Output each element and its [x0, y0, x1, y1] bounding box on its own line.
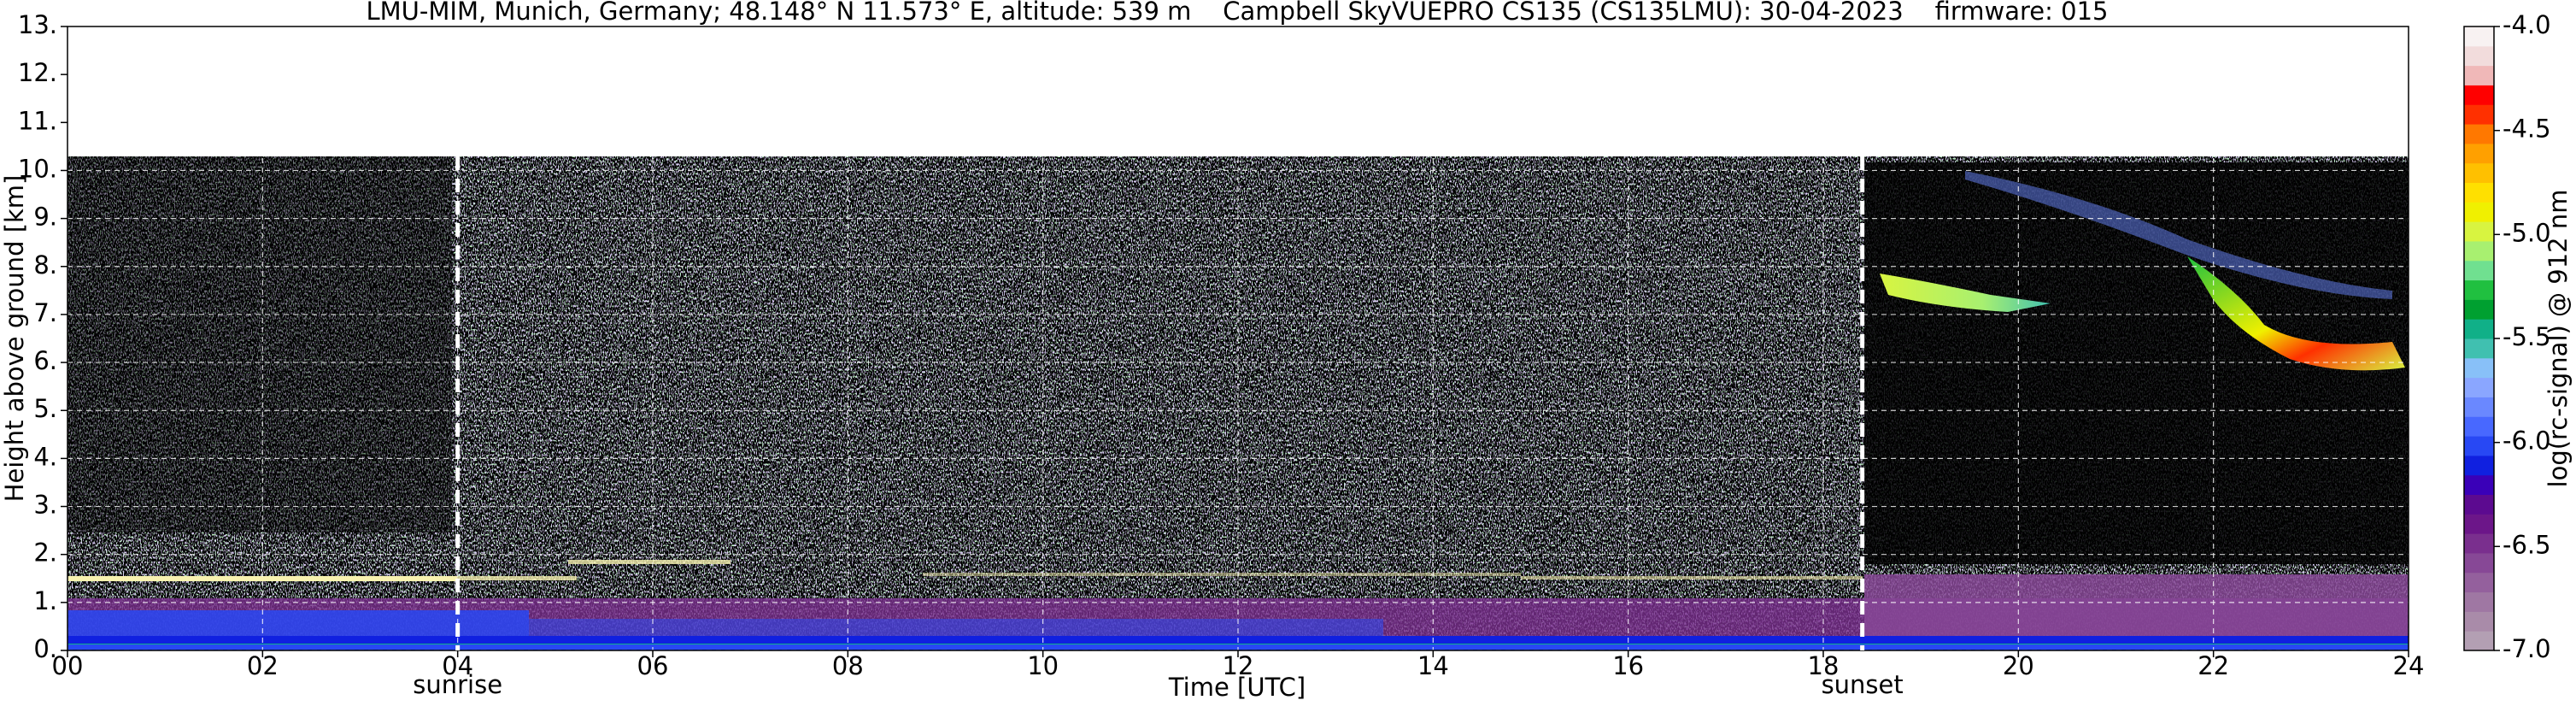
- colorbar-segment: [2464, 65, 2494, 85]
- x-tick-label: 12: [1223, 651, 1254, 680]
- colorbar-segment: [2464, 416, 2494, 437]
- x-tick-label: 22: [2198, 651, 2229, 680]
- colorbar-segment: [2464, 124, 2494, 144]
- x-tick-label: 06: [637, 651, 669, 680]
- x-tick-label: 24: [2393, 651, 2425, 680]
- colorbar-segment: [2464, 143, 2494, 164]
- y-tick-label: 12.: [18, 58, 57, 87]
- colorbar-segment: [2464, 104, 2494, 125]
- y-tick-label: 7.: [33, 298, 57, 327]
- colorbar-segment: [2464, 221, 2494, 242]
- colorbar-segment: [2464, 611, 2494, 632]
- y-tick-label: 3.: [33, 491, 57, 520]
- colorbar-segment: [2464, 162, 2494, 183]
- y-tick-label: 13.: [18, 10, 57, 39]
- colorbar-segment: [2464, 631, 2494, 651]
- colorbar-segment: [2464, 474, 2494, 495]
- y-tick-label: 10.: [18, 154, 57, 183]
- y-tick-label: 0.: [33, 634, 57, 663]
- colorbar-segment: [2464, 26, 2494, 47]
- colorbar-segment: [2464, 533, 2494, 554]
- colorbar-tick-label: -6.5: [2503, 530, 2551, 559]
- y-tick-label: 8.: [33, 250, 57, 279]
- y-tick-label: 4.: [33, 442, 57, 471]
- colorbar-segment: [2464, 552, 2494, 574]
- x-tick-label: 02: [247, 651, 279, 680]
- colorbar-segment: [2464, 338, 2494, 359]
- colorbar-segment: [2464, 319, 2494, 339]
- colorbar-segment: [2464, 202, 2494, 222]
- x-axis-label: Time [UTC]: [1168, 673, 1306, 702]
- colorbar-tick-label: -5.0: [2503, 218, 2551, 247]
- colorbar-segment: [2464, 572, 2494, 593]
- x-tick-label: 14: [1417, 651, 1449, 680]
- colorbar-segment: [2464, 397, 2494, 417]
- colorbar-tick-label: -4.5: [2503, 115, 2551, 144]
- colorbar-segment: [2464, 455, 2494, 476]
- x-tick-label: 04: [442, 651, 473, 680]
- x-tick-label: 18: [1808, 651, 1840, 680]
- colorbar-segment: [2464, 357, 2494, 379]
- annotation-label: sunrise: [413, 670, 502, 699]
- y-axis-label: Height above ground [km]: [0, 175, 29, 503]
- y-tick-label: 1.: [33, 586, 57, 615]
- chart-title: LMU-MIM, Munich, Germany; 48.148° N 11.5…: [367, 0, 2109, 26]
- x-tick-label: 20: [2003, 651, 2034, 680]
- colorbar-segment: [2464, 436, 2494, 456]
- colorbar-segment: [2464, 591, 2494, 612]
- colorbar-segment: [2464, 377, 2494, 397]
- colorbar-tick-label: -7.0: [2503, 634, 2551, 663]
- colorbar-segment: [2464, 85, 2494, 105]
- colorbar-tick-label: -6.0: [2503, 427, 2551, 456]
- y-tick-label: 9.: [33, 203, 57, 232]
- y-tick-label: 6.: [33, 346, 57, 375]
- colorbar-tick-label: -4.0: [2503, 10, 2551, 39]
- colorbar-label: log(rc-signal) @ 912 nm: [2544, 190, 2573, 488]
- annotation-label: sunset: [1822, 670, 1904, 699]
- colorbar-segment: [2464, 182, 2494, 203]
- colorbar-segment: [2464, 299, 2494, 320]
- x-tick-label: 08: [832, 651, 864, 680]
- x-tick-label: 16: [1612, 651, 1644, 680]
- colorbar-segment: [2464, 45, 2494, 67]
- x-tick-label: 00: [52, 651, 84, 680]
- y-tick-label: 5.: [33, 394, 57, 423]
- y-tick-label: 11.: [18, 106, 57, 135]
- colorbar-segment: [2464, 240, 2494, 262]
- colorbar-tick-label: -5.5: [2503, 322, 2551, 351]
- y-tick-label: 2.: [33, 538, 57, 568]
- colorbar-segment: [2464, 260, 2494, 281]
- colorbar-segment: [2464, 279, 2494, 300]
- colorbar-segment: [2464, 494, 2494, 515]
- colorbar-segment: [2464, 514, 2494, 534]
- x-tick-label: 10: [1027, 651, 1059, 680]
